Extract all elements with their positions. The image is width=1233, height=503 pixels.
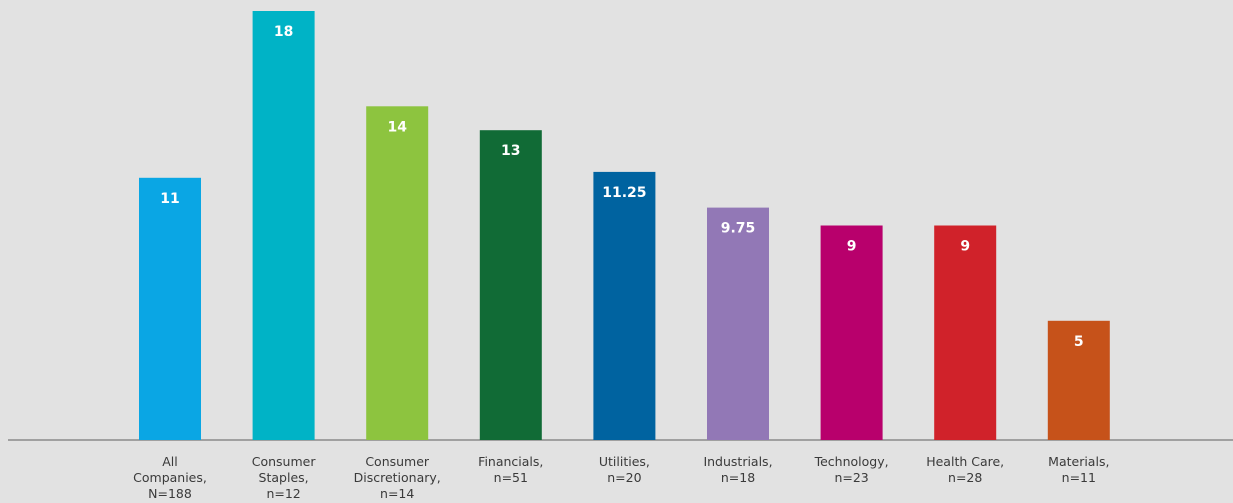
bar-value-label-8: 5 [1074,334,1084,350]
bars [139,11,1110,441]
value-labels: 11 18 14 13 11.25 9.75 9 9 5 [160,24,1083,350]
category-label-6: Technology, n=23 [814,454,889,485]
bar-value-label-3: 13 [501,143,520,159]
category-label-2: Consumer Discretionary, n=14 [354,454,441,501]
bar-8 [1047,320,1110,440]
bar-value-label-0: 11 [160,191,179,207]
bar-7 [934,225,997,440]
category-label-0: All Companies, N=188 [133,454,207,501]
bar-value-label-7: 9 [960,239,970,255]
bar-value-label-6: 9 [847,239,857,255]
bar-1 [252,11,315,440]
category-label-7: Health Care, n=28 [926,454,1004,485]
category-label-4: Utilities, n=20 [599,454,650,485]
bar-value-label-4: 11.25 [602,185,646,201]
bar-4 [593,171,656,440]
bar-6 [820,225,883,440]
bar-2 [366,106,429,441]
category-label-3: Financials, n=51 [478,454,543,485]
category-label-8: Materials, n=11 [1048,454,1109,485]
bar-value-label-5: 9.75 [721,221,756,237]
bar-5 [707,207,769,440]
category-labels: All Companies, N=188 Consumer Staples, n=12 Co… [133,454,1109,501]
bar-3 [479,130,542,440]
category-label-1: Consumer Staples, n=12 [252,454,317,501]
category-label-5: Industrials, n=18 [703,454,772,485]
bar-value-label-1: 18 [274,24,293,40]
bar-0 [139,177,201,441]
bar-value-label-2: 14 [387,119,407,135]
